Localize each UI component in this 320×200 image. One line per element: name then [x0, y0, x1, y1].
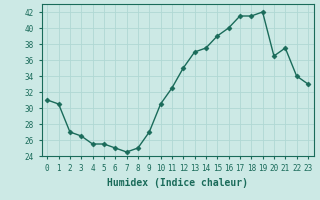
- X-axis label: Humidex (Indice chaleur): Humidex (Indice chaleur): [107, 178, 248, 188]
